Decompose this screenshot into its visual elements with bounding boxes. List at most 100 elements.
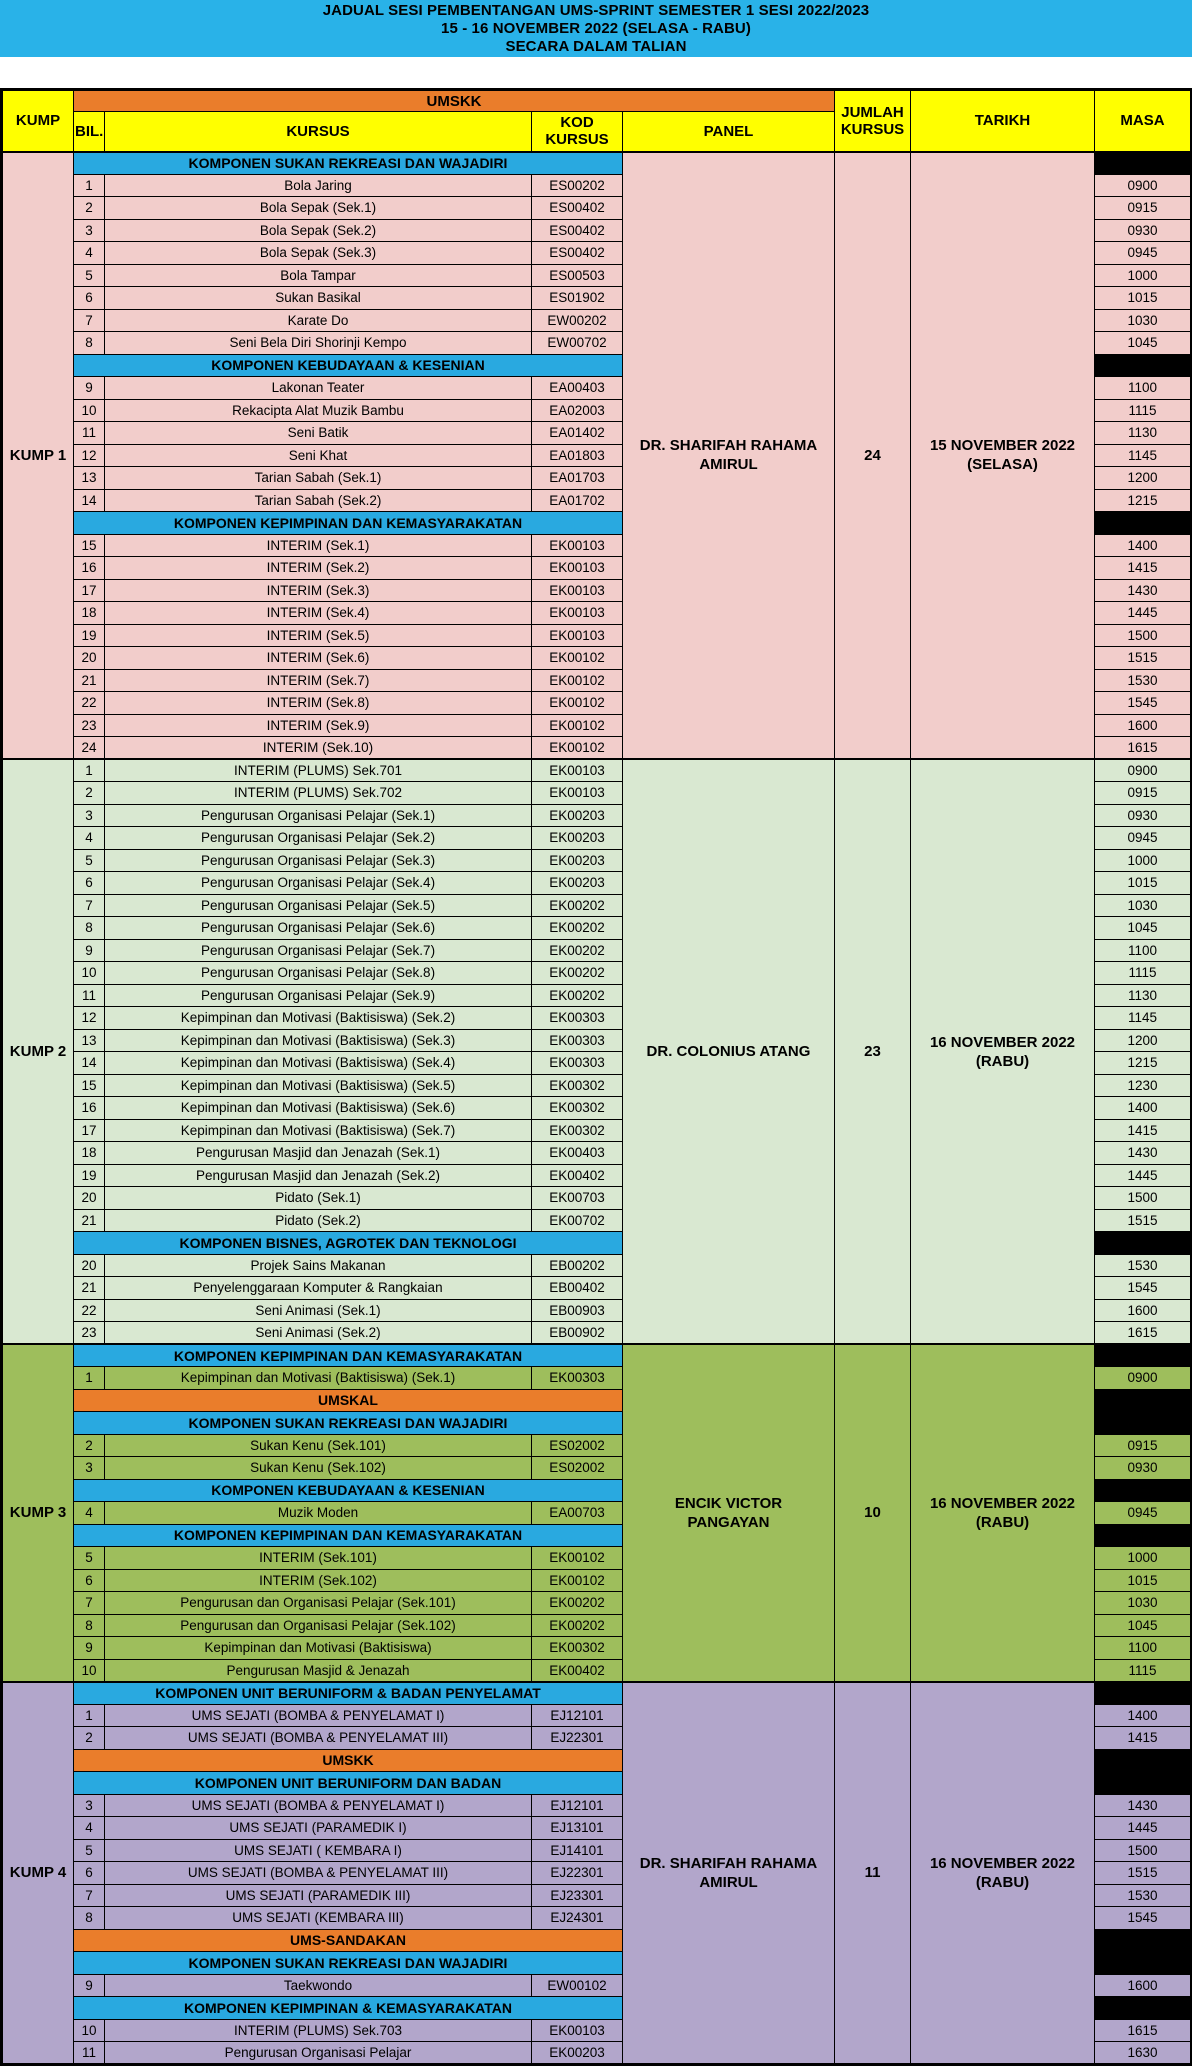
course-row: 8 Pengurusan Organisasi Pelajar (Sek.6) EK… (2, 916, 1192, 940)
course-row: 18 INTERIM (Sek.4) EK00103 1445 (2, 601, 1192, 625)
course-row: 6 UMS SEJATI (BOMBA & PENYELAMAT III) EJ22… (2, 1861, 1192, 1885)
kod-kursus: EK00103 (531, 533, 623, 557)
kursus-name: Pengurusan Organisasi Pelajar (Sek.1) (104, 803, 532, 827)
masa-value: 1400 (1094, 1703, 1192, 1727)
masa-value: 1545 (1094, 1276, 1192, 1300)
kod-kursus: EK00203 (531, 803, 623, 827)
kump-label: KUMP 1 (1, 151, 74, 760)
kursus-name: UMS SEJATI (PARAMEDIK III) (104, 1883, 532, 1907)
course-row: 12 Kepimpinan dan Motivasi (Baktisiswa) (… (2, 1006, 1192, 1030)
kod-kursus: EA01703 (531, 466, 623, 490)
komponen-header: KOMPONEN SUKAN REKREASI DAN WAJADIRI (73, 151, 623, 175)
kod-kursus: EA01803 (531, 443, 623, 467)
masa-value: 1015 (1094, 871, 1192, 895)
kod-kursus: EK00102 (531, 736, 623, 760)
title-band: JADUAL SESI PEMBENTANGAN UMS-SPRINT SEME… (0, 0, 1192, 57)
course-row: 9 Taekwondo EW00102 1600 (2, 1973, 1192, 1997)
course-row: 23 INTERIM (Sek.9) EK00102 1600 (2, 713, 1192, 737)
bil-number: 15 (73, 1073, 105, 1097)
bil-number: 14 (73, 1051, 105, 1075)
course-row: 7 Pengurusan Organisasi Pelajar (Sek.5) EK… (2, 893, 1192, 917)
kursus-name: Pengurusan Organisasi Pelajar (Sek.9) (104, 983, 532, 1007)
kod-kursus: EW00202 (531, 308, 623, 332)
kod-kursus: EJ22301 (531, 1726, 623, 1750)
masa-value: 1530 (1094, 1253, 1192, 1277)
section-header-row: KUMP 3 KOMPONEN KEPIMPINAN DAN KEMASYARAK… (1, 1343, 1192, 1682)
masa-value: 1600 (1094, 1973, 1192, 1997)
kursus-name: INTERIM (Sek.2) (104, 556, 532, 580)
bil-number: 10 (73, 2018, 105, 2042)
kump-label: KUMP 3 (1, 1343, 74, 1682)
kursus-name: Rekacipta Alat Muzik Bambu (104, 398, 532, 422)
bil-number: 3 (73, 803, 105, 827)
kod-kursus: ES00402 (531, 218, 623, 242)
course-row: 1 Bola Jaring ES00202 0900 (2, 173, 1192, 197)
bil-number: 9 (73, 376, 105, 400)
bil-number: 8 (73, 1906, 105, 1930)
kursus-name: Lakonan Teater (104, 376, 532, 400)
kod-kursus: EK00402 (531, 1163, 623, 1187)
bil-number: 4 (73, 1816, 105, 1840)
bil-number: 11 (73, 983, 105, 1007)
course-row: 5 UMS SEJATI ( KEMBARA I) EJ14101 1500 (2, 1838, 1192, 1862)
masa-value: 1630 (1094, 2041, 1192, 2065)
course-row: KUMP 2 1 INTERIM (PLUMS) Sek.701 EK00103 DR.… (1, 758, 1192, 1345)
kursus-name: Pengurusan Organisasi Pelajar (Sek.6) (104, 916, 532, 940)
kursus-name: Kepimpinan dan Motivasi (Baktisiswa) (Se… (104, 1096, 532, 1120)
komponen-header: KOMPONEN KEPIMPINAN DAN KEMASYARAKATAN (73, 1343, 623, 1367)
masa-value: 1615 (1094, 1321, 1192, 1345)
course-row: 3 Pengurusan Organisasi Pelajar (Sek.1) EK… (2, 803, 1192, 827)
bil-number: 5 (73, 263, 105, 287)
kursus-name: INTERIM (Sek.10) (104, 736, 532, 760)
section-header-row: UMS-SANDAKAN (2, 1928, 1192, 1952)
course-row: 11 Pengurusan Organisasi Pelajar (Sek.9) E… (2, 983, 1192, 1007)
kod-kursus: EB00402 (531, 1276, 623, 1300)
komponen-header: KOMPONEN SUKAN REKREASI DAN WAJADIRI (73, 1951, 623, 1975)
kursus-name: INTERIM (Sek.3) (104, 578, 532, 602)
masa-value: 1430 (1094, 578, 1192, 602)
kod-kursus: EK00203 (531, 848, 623, 872)
course-row: 1 UMS SEJATI (BOMBA & PENYELAMAT I) EJ1210… (2, 1703, 1192, 1727)
bil-number: 14 (73, 488, 105, 512)
bil-number: 2 (73, 196, 105, 220)
kod-kursus: EK00103 (531, 623, 623, 647)
bil-number: 11 (73, 2041, 105, 2065)
masa-value: 1130 (1094, 983, 1192, 1007)
course-row: 2 Bola Sepak (Sek.1) ES00402 0915 (2, 196, 1192, 220)
masa-value: 1000 (1094, 1546, 1192, 1570)
kod-kursus: EA02003 (531, 398, 623, 422)
kursus-name: INTERIM (PLUMS) Sek.701 (104, 758, 532, 782)
kod-kursus: EK00102 (531, 668, 623, 692)
kod-kursus: EB00202 (531, 1253, 623, 1277)
kursus-name: INTERIM (Sek.1) (104, 533, 532, 557)
kod-kursus: ES01902 (531, 286, 623, 310)
bil-number: 4 (73, 1501, 105, 1525)
kod-kursus: ES00402 (531, 196, 623, 220)
komponen-header: KOMPONEN BISNES, AGROTEK DAN TEKNOLOGI (73, 1231, 623, 1255)
masa-value: 1100 (1094, 376, 1192, 400)
masa-blocked-cell (1094, 1478, 1192, 1502)
panel-name: DR. COLONIUS ATANG (622, 758, 835, 1345)
masa-value: 1600 (1094, 713, 1192, 737)
bil-number: 20 (73, 1186, 105, 1210)
kod-kursus: ES00402 (531, 241, 623, 265)
bil-number: 23 (73, 713, 105, 737)
bil-number: 11 (73, 421, 105, 445)
masa-value: 1115 (1094, 1658, 1192, 1682)
masa-value: 1530 (1094, 1883, 1192, 1907)
jumlah-kursus-value: 11 (834, 1681, 911, 2065)
kod-kursus: EA01702 (531, 488, 623, 512)
course-row: 12 Seni Khat EA01803 1145 (2, 443, 1192, 467)
masa-value: 1045 (1094, 331, 1192, 355)
masa-blocked-cell (1094, 353, 1192, 377)
kursus-name: Seni Batik (104, 421, 532, 445)
komponen-header: KOMPONEN UNIT BERUNIFORM DAN BADAN (73, 1771, 623, 1795)
masa-blocked-cell (1094, 1996, 1192, 2020)
kod-kursus: EA01402 (531, 421, 623, 445)
course-row: 10 Pengurusan Organisasi Pelajar (Sek.8) E… (2, 961, 1192, 985)
kod-kursus: EK00202 (531, 1591, 623, 1615)
tarikh-value: 16 NOVEMBER 2022 (RABU) (910, 1681, 1095, 2065)
panel-name: ENCIK VICTOR PANGAYAN (622, 1343, 835, 1682)
kursus-name: Kepimpinan dan Motivasi (Baktisiswa) (Se… (104, 1006, 532, 1030)
jumlah-kursus-value: 10 (834, 1343, 911, 1682)
